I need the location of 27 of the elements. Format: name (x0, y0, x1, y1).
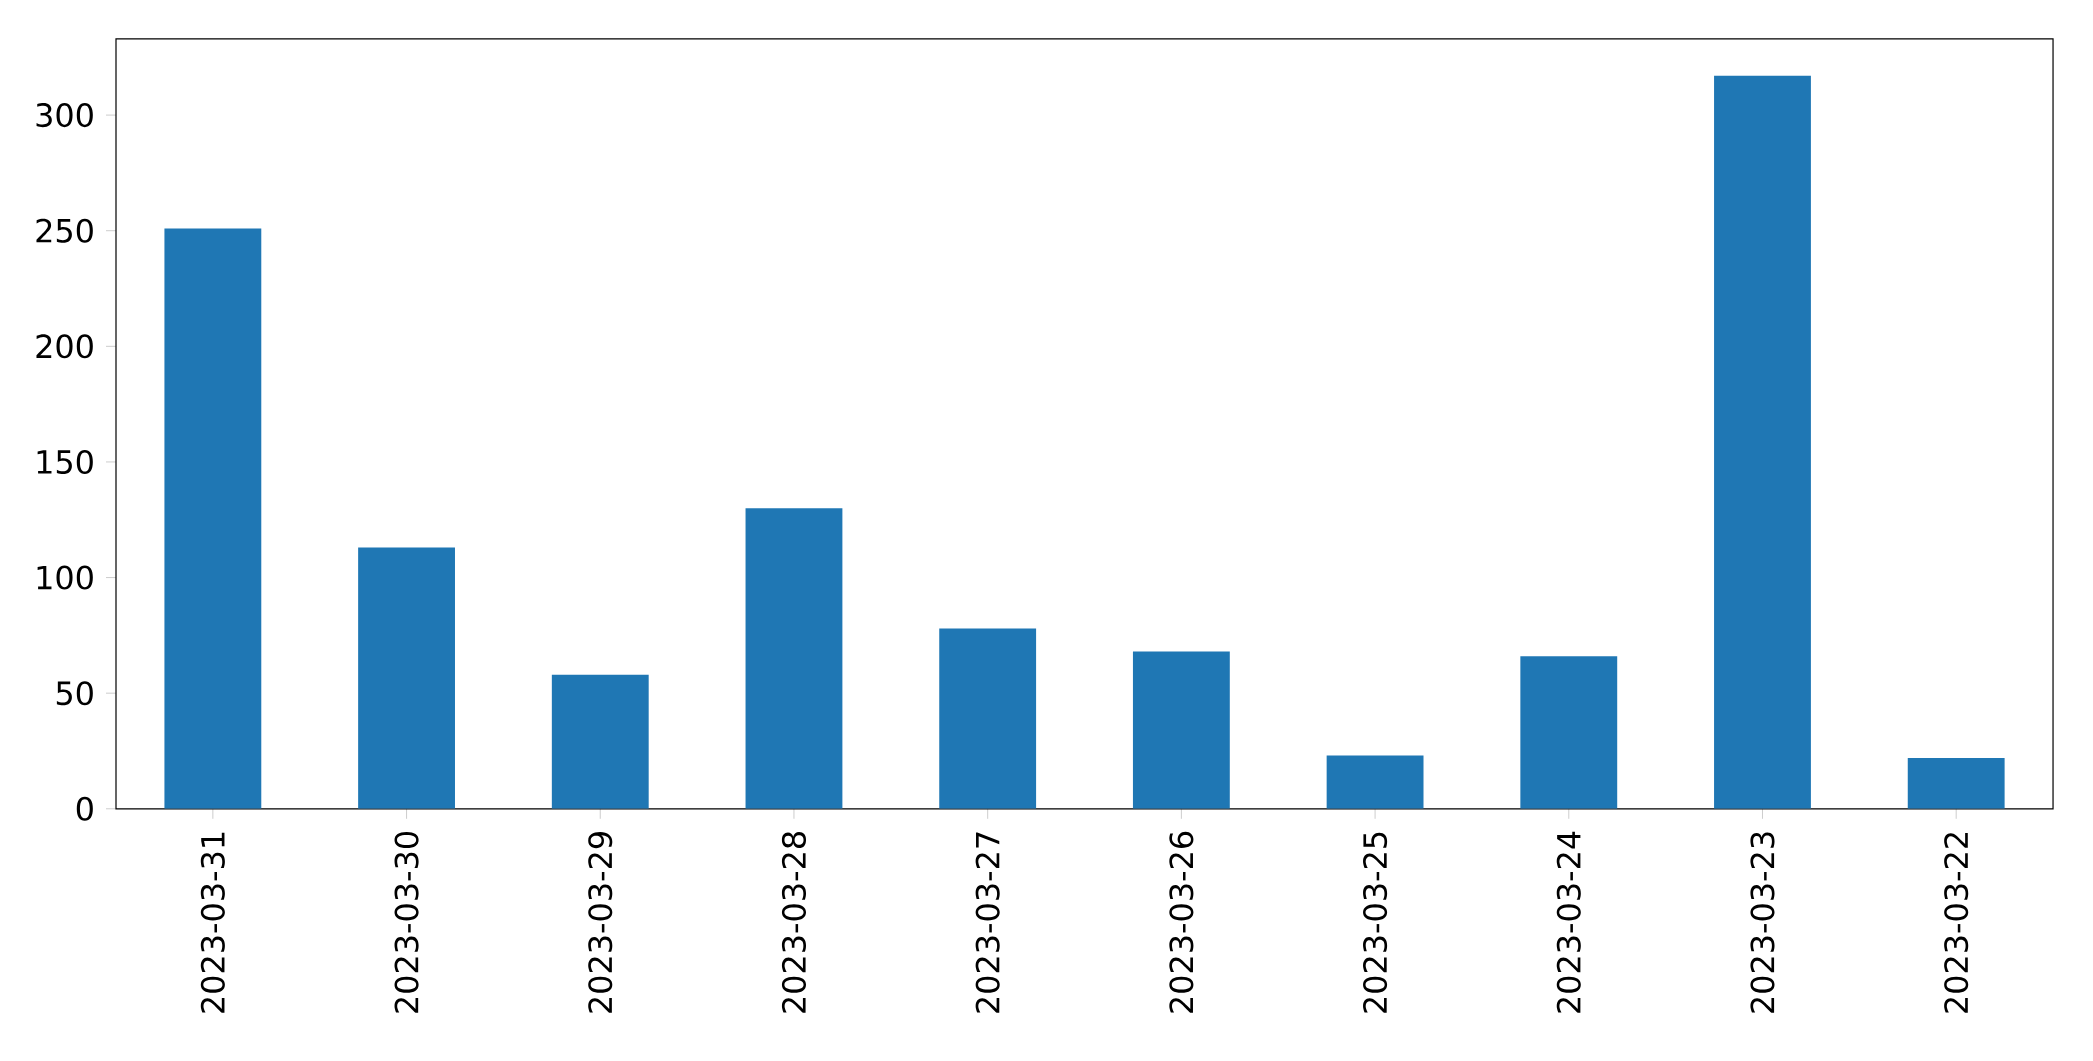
y-tick-label: 0 (76, 796, 93, 821)
x-tick-label: 2023-03-26 (1169, 831, 1194, 1013)
y-tick-label: 200 (36, 334, 93, 359)
x-tick-label: 2023-03-22 (1944, 833, 1969, 1013)
bar (745, 508, 843, 809)
bar (164, 228, 262, 809)
bar (1714, 75, 1811, 809)
x-tick-label: 2023-03-29 (588, 832, 613, 1013)
x-tick-label: 2023-03-25 (1363, 832, 1388, 1013)
y-tick-label: 250 (36, 218, 93, 243)
bar (1326, 755, 1424, 809)
x-tick-label: 2023-03-24 (1556, 831, 1581, 1013)
bar (1907, 757, 2005, 809)
x-tick-label: 2023-03-31 (200, 832, 225, 1013)
y-tick-label: 100 (37, 565, 93, 590)
bar (939, 628, 1037, 809)
x-tick-label: 2023-03-28 (781, 832, 807, 1013)
y-tick-label: 50 (56, 681, 93, 706)
y-tick-label: 300 (36, 103, 93, 128)
bar (358, 547, 455, 809)
x-tick-label: 2023-03-27 (975, 832, 1000, 1013)
bar (1520, 656, 1618, 809)
bar (551, 674, 649, 809)
x-tick-label: 2023-03-23 (1750, 832, 1775, 1013)
y-tick-label: 150 (37, 449, 93, 474)
x-tick-label: 2023-03-30 (394, 832, 419, 1013)
bar (1132, 651, 1230, 809)
